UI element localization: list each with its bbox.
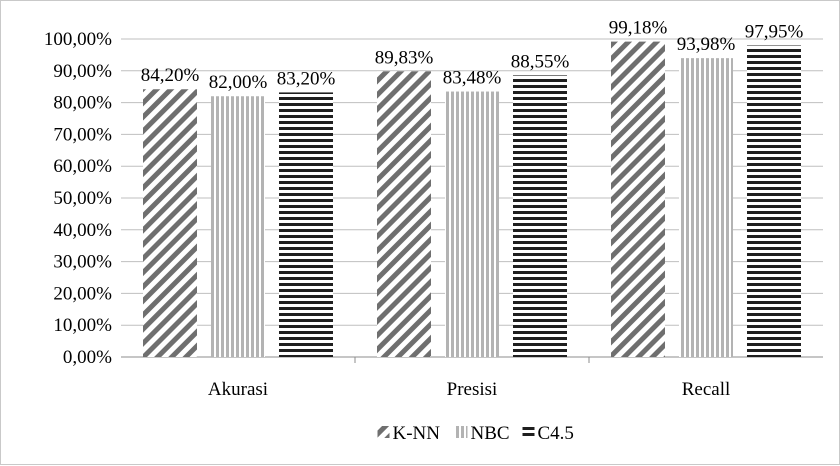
y-tick-label: 60,00%: [53, 156, 112, 177]
data-label: 89,83%: [375, 47, 434, 68]
data-label: 83,20%: [277, 68, 336, 89]
bar-c4-5: [279, 92, 333, 357]
legend-label-k-nn: K-NN: [393, 423, 441, 444]
bar-c4-5: [747, 45, 801, 357]
legend-swatch-c4-5: [522, 426, 535, 438]
data-label: 99,18%: [609, 18, 668, 39]
data-label: 88,55%: [511, 51, 570, 72]
x-tick-label: Recall: [682, 379, 731, 400]
x-tick-label: Akurasi: [208, 379, 268, 400]
data-labels: 84,20% 82,00% 83,20% 89,83% 83,48% 88,55% 99,1…: [141, 18, 804, 94]
legend-label-nbc: NBC: [471, 423, 510, 444]
y-tick-label: 20,00%: [53, 283, 112, 304]
y-tick-label: 30,00%: [53, 252, 112, 273]
y-tick-label: 100,00%: [44, 29, 112, 50]
legend-swatch-k-nn: [377, 426, 390, 438]
y-tick-label: 90,00%: [53, 61, 112, 82]
data-label: 93,98%: [677, 34, 736, 55]
y-tick-label: 70,00%: [53, 124, 112, 145]
data-label: 97,95%: [745, 22, 804, 43]
axes: 0,00% 10,00% 20,00% 30,00% 40,00% 50,00% 60,00…: [44, 29, 823, 400]
bar-k-nn: [611, 41, 665, 357]
data-label: 83,48%: [443, 68, 502, 89]
y-tick-label: 0,00%: [63, 347, 112, 368]
bar-nbc: [679, 58, 733, 357]
bars: [143, 41, 801, 358]
legend-label-c4-5: C4.5: [538, 423, 574, 444]
bar-k-nn: [377, 71, 431, 357]
bar-nbc: [445, 91, 499, 357]
y-tick-label: 80,00%: [53, 93, 112, 114]
data-label: 84,20%: [141, 65, 200, 86]
x-tick-label: Presisi: [447, 379, 498, 400]
legend-swatch-nbc: [455, 426, 468, 438]
bar-nbc: [211, 96, 265, 358]
bar-c4-5: [513, 75, 567, 357]
y-tick-label: 10,00%: [53, 315, 112, 336]
y-tick-label: 50,00%: [53, 188, 112, 209]
bar-k-nn: [143, 89, 197, 357]
data-label: 82,00%: [209, 72, 268, 93]
y-tick-label: 40,00%: [53, 220, 112, 241]
legend: K-NN NBC C4.5: [377, 423, 574, 444]
